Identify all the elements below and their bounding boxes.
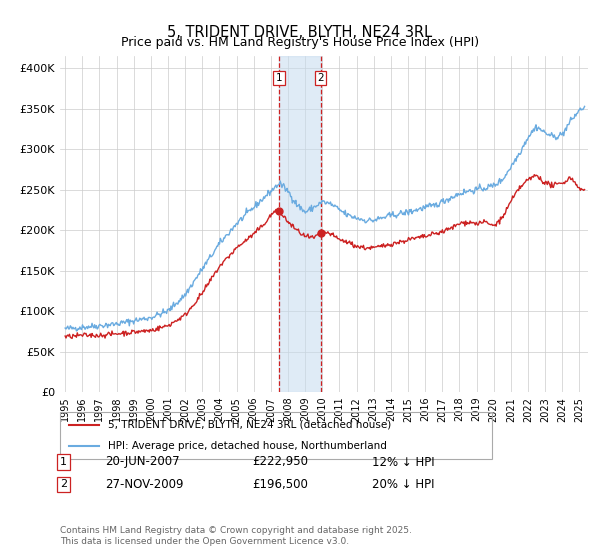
Text: £222,950: £222,950 (252, 455, 308, 469)
Text: 20-JUN-2007: 20-JUN-2007 (105, 455, 179, 469)
Text: £196,500: £196,500 (252, 478, 308, 491)
Text: Price paid vs. HM Land Registry's House Price Index (HPI): Price paid vs. HM Land Registry's House … (121, 36, 479, 49)
Text: 5, TRIDENT DRIVE, BLYTH, NE24 3RL (detached house): 5, TRIDENT DRIVE, BLYTH, NE24 3RL (detac… (107, 420, 391, 430)
Text: 27-NOV-2009: 27-NOV-2009 (105, 478, 184, 491)
Text: 2: 2 (317, 73, 324, 83)
Text: Contains HM Land Registry data © Crown copyright and database right 2025.
This d: Contains HM Land Registry data © Crown c… (60, 526, 412, 546)
Text: 2: 2 (60, 479, 67, 489)
Text: 5, TRIDENT DRIVE, BLYTH, NE24 3RL: 5, TRIDENT DRIVE, BLYTH, NE24 3RL (167, 25, 433, 40)
Text: 1: 1 (60, 457, 67, 467)
Text: HPI: Average price, detached house, Northumberland: HPI: Average price, detached house, Nort… (107, 441, 386, 451)
Text: 20% ↓ HPI: 20% ↓ HPI (372, 478, 434, 491)
Text: 12% ↓ HPI: 12% ↓ HPI (372, 455, 434, 469)
Bar (279, 56, 321, 392)
Text: 1: 1 (275, 73, 282, 83)
